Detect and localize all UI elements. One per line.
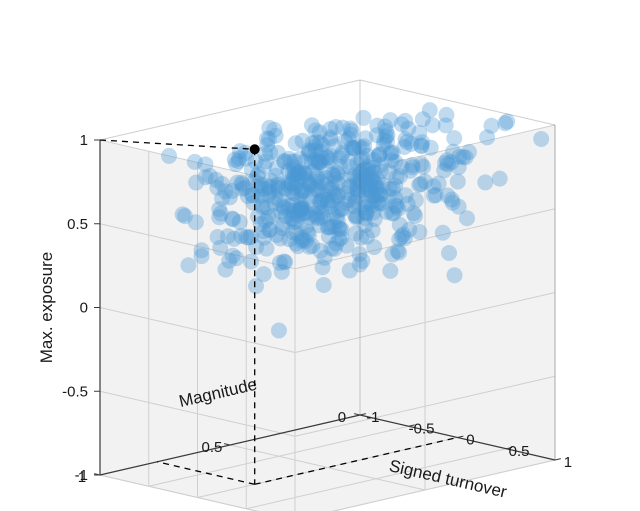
scatter-point <box>413 176 429 192</box>
scatter-point <box>388 169 404 185</box>
scatter-point <box>233 228 249 244</box>
scatter-point <box>450 174 466 190</box>
scatter-point <box>446 130 462 146</box>
scatter-point <box>321 219 337 235</box>
scatter-point <box>366 152 382 168</box>
scatter-point <box>397 113 413 129</box>
z-tick-label: -0.5 <box>62 383 88 400</box>
z-tick-label: 0 <box>80 300 88 317</box>
scatter-point <box>177 208 193 224</box>
scatter-point <box>256 266 272 282</box>
scatter-point <box>228 156 244 172</box>
scatter-point <box>384 247 400 263</box>
scatter-point <box>211 209 227 225</box>
scatter-point <box>268 128 284 144</box>
x-tick-label: -0.5 <box>409 420 435 437</box>
z-tick-label: 0.5 <box>67 216 88 233</box>
scatter-point <box>243 253 259 269</box>
scatter-point <box>351 246 367 262</box>
scatter-point <box>316 277 332 293</box>
scatter-point <box>367 211 383 227</box>
scatter-point <box>499 114 515 130</box>
scatter-point <box>396 139 412 155</box>
scatter-point <box>224 183 240 199</box>
scatter-point <box>334 202 350 218</box>
z-tick-label: 1 <box>80 132 88 149</box>
scatter-point <box>307 181 323 197</box>
scatter-point <box>477 174 493 190</box>
scatter-point <box>401 222 417 238</box>
scatter-point <box>287 180 303 196</box>
scatter-point <box>405 159 421 175</box>
x-tick <box>555 459 561 460</box>
scatter-point <box>483 118 499 134</box>
scatter-point <box>382 263 398 279</box>
x-tick-label: 1 <box>564 454 572 471</box>
scatter-point <box>408 192 424 208</box>
scatter-point <box>359 229 375 245</box>
scatter-point <box>423 140 439 156</box>
scatter-point <box>378 123 394 139</box>
scatter-point <box>260 187 276 203</box>
scatter-point <box>451 149 467 165</box>
highlight-point <box>250 144 260 154</box>
scatter-point <box>438 107 454 123</box>
scatter-point <box>180 257 196 273</box>
scatter-point <box>422 102 438 118</box>
scatter-point <box>407 208 423 224</box>
scatter-point <box>492 171 508 187</box>
x-tick-label: 0 <box>466 432 474 449</box>
scatter-point <box>194 242 210 258</box>
scatter-point <box>293 229 309 245</box>
scatter-point <box>256 230 272 246</box>
y-tick-label: 0 <box>338 409 346 426</box>
scatter-point <box>533 131 549 147</box>
scatter-point <box>304 117 320 133</box>
scatter-point <box>187 154 203 170</box>
scatter-point <box>447 267 463 283</box>
scatter-point <box>284 210 300 226</box>
scatter-point <box>356 110 372 126</box>
z-tick-label: -1 <box>75 467 88 484</box>
scatter-point <box>459 210 475 226</box>
scatter-point <box>261 210 277 226</box>
x-tick-label: 0.5 <box>509 443 530 460</box>
scatter-point <box>295 133 311 149</box>
x-tick-label: -1 <box>366 409 379 426</box>
scatter-point <box>161 148 177 164</box>
scatter-point <box>440 188 456 204</box>
scatter-point <box>386 205 402 221</box>
scatter-point <box>315 259 331 275</box>
scatter-point <box>335 120 351 136</box>
scatter-point <box>437 155 453 171</box>
scatter-point <box>426 188 442 204</box>
scatter-point <box>188 175 204 191</box>
scatter-point <box>276 254 292 270</box>
scatter-point <box>323 241 339 257</box>
scatter-point <box>330 187 346 203</box>
scatter-point <box>387 190 403 206</box>
scatter-point <box>271 323 287 339</box>
scatter3d-svg: -1-0.500.5100.51-1-0.500.51Signed turnov… <box>0 0 640 511</box>
scatter-point <box>212 240 228 256</box>
scatter-point <box>441 245 457 261</box>
y-tick-label: 0.5 <box>202 439 223 456</box>
z-axis-label: Max. exposure <box>37 252 56 364</box>
scatter-point <box>435 225 451 241</box>
scatter-point <box>287 162 303 178</box>
chart-stage: -1-0.500.5100.51-1-0.500.51Signed turnov… <box>0 0 640 511</box>
scatter-point <box>308 134 324 150</box>
